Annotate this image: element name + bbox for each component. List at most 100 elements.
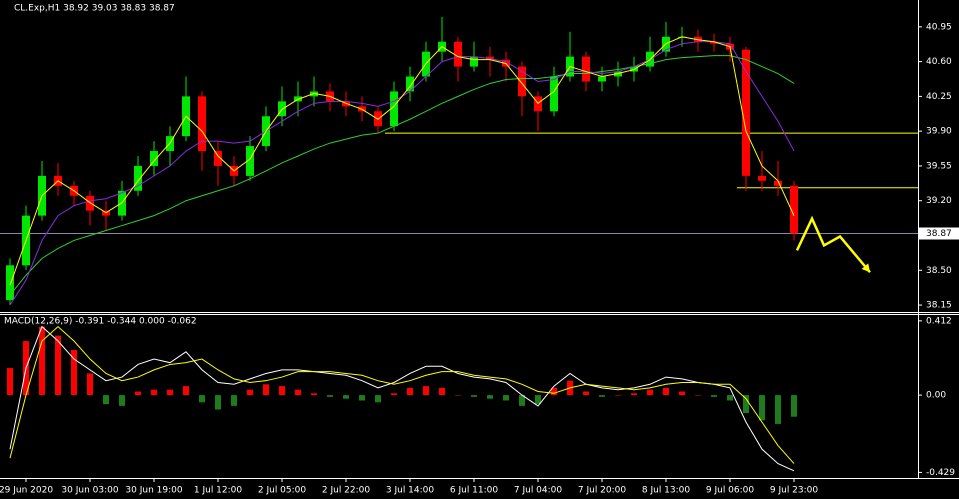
- histogram-bar: [423, 386, 429, 396]
- x-tick-label: 1 Jul 12:00: [194, 486, 243, 496]
- indicator-title: MACD(12,26,9) -0.391 -0.344 0.000 -0.062: [4, 317, 197, 327]
- histogram-bar: [119, 395, 125, 406]
- candle-body: [742, 49, 750, 176]
- price-tag-label: 38.87: [926, 229, 952, 239]
- candle-body: [710, 41, 718, 44]
- histogram-bar: [407, 387, 413, 396]
- candle-body: [150, 151, 158, 166]
- histogram-bar: [759, 395, 765, 421]
- histogram-bar: [359, 395, 365, 401]
- x-tick-label: 29 Jun 2020: [0, 486, 53, 496]
- histogram-bar: [263, 384, 269, 396]
- histogram-bar: [551, 387, 557, 396]
- histogram-bar: [775, 395, 781, 424]
- candle-body: [598, 76, 606, 82]
- candle-body: [6, 265, 14, 301]
- y-tick-label: 38.15: [926, 301, 952, 311]
- histogram-bar: [391, 393, 397, 396]
- x-tick-label: 7 Jul 04:00: [514, 486, 563, 496]
- candle-body: [470, 56, 478, 67]
- histogram-bar: [103, 395, 109, 405]
- histogram-bar: [295, 389, 301, 396]
- candle-body: [454, 41, 462, 67]
- candle-body: [774, 180, 782, 186]
- histogram-bar: [215, 395, 221, 410]
- y-tick-label: 38.50: [926, 266, 952, 276]
- y-tick-label: 39.55: [926, 161, 952, 171]
- y-tick-label: 0.00: [926, 391, 946, 401]
- histogram-bar: [727, 395, 733, 401]
- y-tick-label: -0.429: [926, 468, 955, 478]
- histogram-bar: [695, 395, 701, 396]
- x-tick-label: 3 Jul 14:00: [386, 486, 435, 496]
- candle-body: [214, 151, 222, 166]
- histogram-bar: [167, 389, 173, 396]
- candle-body: [758, 175, 766, 181]
- histogram-bar: [791, 395, 797, 417]
- histogram-bar: [503, 395, 509, 401]
- candle-body: [790, 185, 798, 234]
- candle-body: [582, 56, 590, 82]
- y-tick-label: 40.95: [926, 22, 952, 32]
- histogram-bar: [151, 389, 157, 396]
- histogram-bar: [455, 395, 461, 396]
- y-tick-label: 39.90: [926, 127, 952, 137]
- candle-body: [390, 91, 398, 127]
- y-tick-label: 39.20: [926, 196, 952, 206]
- histogram-bar: [663, 387, 669, 396]
- x-tick-label: 30 Jun 19:00: [125, 486, 182, 496]
- histogram-bar: [183, 386, 189, 396]
- histogram-bar: [631, 393, 637, 396]
- histogram-bar: [71, 350, 77, 396]
- histogram-bar: [199, 395, 205, 403]
- x-tick-label: 9 Jul 23:00: [770, 486, 819, 496]
- chart-title: CL.Exp,H1 38.92 39.03 38.83 38.87: [14, 4, 175, 14]
- histogram-bar: [343, 395, 349, 399]
- histogram-bar: [375, 395, 381, 403]
- histogram-bar: [615, 395, 621, 396]
- x-tick-label: 30 Jun 03:00: [61, 486, 118, 496]
- price-tag: [919, 227, 959, 240]
- x-tick-label: 2 Jul 22:00: [322, 486, 371, 496]
- candle-body: [198, 96, 206, 152]
- y-tick-label: 40.25: [926, 92, 952, 102]
- y-tick-label: 0.412: [926, 316, 952, 326]
- candle-body: [246, 146, 254, 176]
- forecast-path: [795, 215, 871, 274]
- forecast-arrowhead: [861, 263, 870, 273]
- histogram-bar: [471, 395, 477, 397]
- histogram-bar: [679, 391, 685, 396]
- histogram-bar: [535, 395, 541, 405]
- candle-body: [134, 165, 142, 191]
- indicator-line: [9, 36, 795, 286]
- histogram-bar: [7, 368, 13, 396]
- histogram-bar: [487, 395, 493, 399]
- indicator-line: [9, 325, 795, 472]
- candle-body: [550, 76, 558, 112]
- indicator-line: [9, 325, 795, 464]
- histogram-bar: [327, 395, 333, 397]
- x-tick-label: 7 Jul 20:00: [578, 486, 627, 496]
- histogram-bar: [55, 335, 61, 396]
- histogram-bar: [599, 395, 605, 397]
- x-tick-label: 8 Jul 13:00: [642, 486, 691, 496]
- histogram-bar: [311, 393, 317, 396]
- candle-body: [518, 66, 526, 97]
- candle-body: [406, 76, 414, 92]
- x-tick-label: 2 Jul 05:00: [258, 486, 307, 496]
- x-tick-label: 6 Jul 11:00: [450, 486, 499, 496]
- histogram-bar: [231, 395, 237, 406]
- y-tick-label: 40.60: [926, 57, 952, 67]
- histogram-bar: [39, 326, 45, 396]
- histogram-bar: [279, 386, 285, 396]
- histogram-bar: [519, 395, 525, 406]
- histogram-bar: [135, 391, 141, 396]
- histogram-bar: [743, 395, 749, 414]
- histogram-bar: [647, 389, 653, 396]
- histogram-bar: [583, 391, 589, 396]
- histogram-bar: [439, 387, 445, 396]
- indicator-line: [9, 55, 795, 296]
- histogram-bar: [247, 389, 253, 396]
